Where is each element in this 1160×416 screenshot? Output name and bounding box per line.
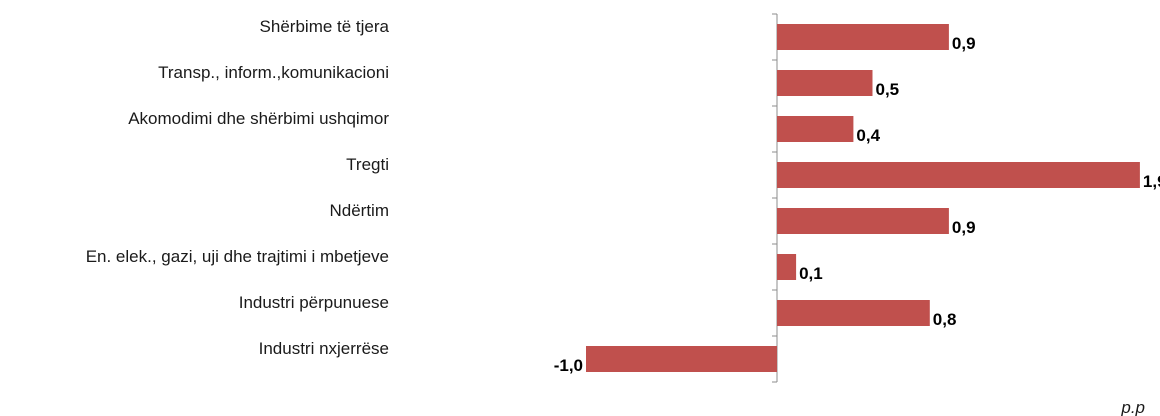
value-label: 0,9 xyxy=(952,34,976,53)
bar xyxy=(777,208,949,234)
value-label: 0,5 xyxy=(876,80,900,99)
category-label: Industri nxjerrëse xyxy=(259,339,389,358)
category-label: Tregti xyxy=(346,155,389,174)
category-label: En. elek., gazi, uji dhe trajtimi i mbet… xyxy=(86,247,389,266)
bar xyxy=(777,24,949,50)
value-label: 1,9 xyxy=(1143,172,1160,191)
value-label: 0,8 xyxy=(933,310,957,329)
unit-label: p.p xyxy=(1120,398,1145,416)
bar xyxy=(777,70,873,96)
value-labels: 0,9 0,5 0,4 1,9 0,9 0,1 0,8 -1,0 xyxy=(554,34,1160,375)
bar xyxy=(777,300,930,326)
value-label: 0,9 xyxy=(952,218,976,237)
category-label: Shërbime të tjera xyxy=(260,17,390,36)
category-label: Akomodimi dhe shërbimi ushqimor xyxy=(128,109,389,128)
bars-group xyxy=(586,24,1140,372)
bar xyxy=(777,116,854,142)
category-labels: Shërbime të tjera Transp., inform.,komuni… xyxy=(86,17,390,358)
value-label: 0,4 xyxy=(856,126,880,145)
bar xyxy=(586,346,777,372)
category-axis xyxy=(772,13,778,383)
category-label: Industri përpunuese xyxy=(239,293,389,312)
value-label: -1,0 xyxy=(554,356,583,375)
category-label: Ndërtim xyxy=(329,201,389,220)
bar xyxy=(777,162,1140,188)
value-label: 0,1 xyxy=(799,264,823,283)
category-label: Transp., inform.,komunikacioni xyxy=(158,63,389,82)
bar xyxy=(777,254,797,280)
